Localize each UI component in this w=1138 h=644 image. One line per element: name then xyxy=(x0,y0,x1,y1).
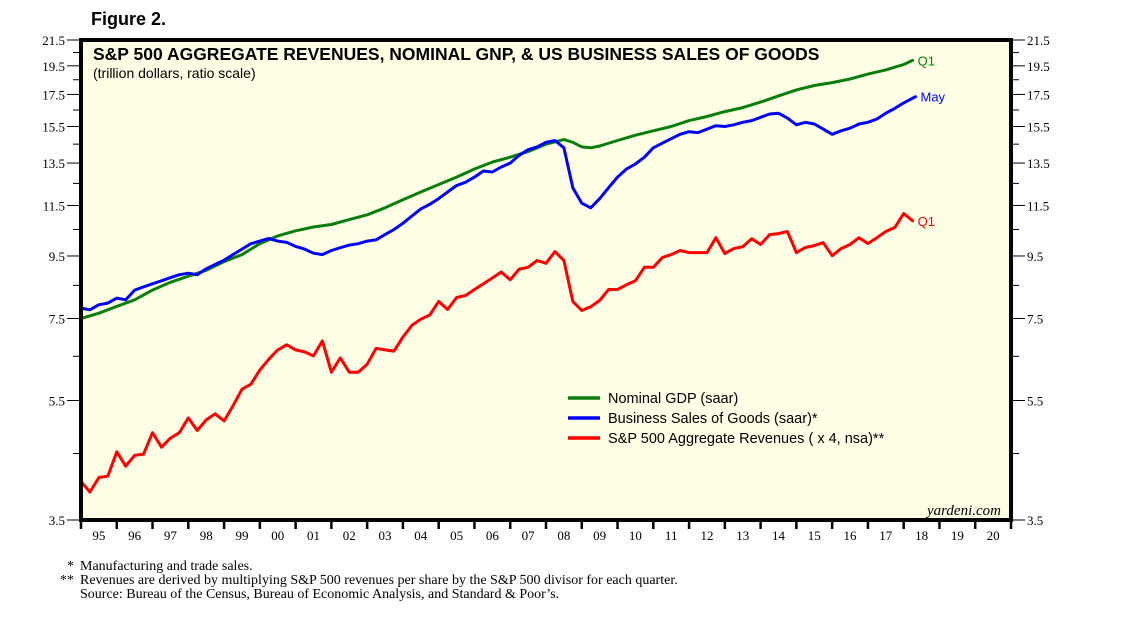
footnotes: * Manufacturing and trade sales. ** Revenu… xyxy=(52,560,678,602)
end-labels: Q1 May Q1 xyxy=(918,53,946,228)
y-tick-label: 17.5 xyxy=(1027,87,1050,102)
y-tick-label: 19.5 xyxy=(42,59,65,74)
x-tick-label: 05 xyxy=(450,528,463,543)
y-tick-label: 13.5 xyxy=(1027,156,1050,171)
legend-label: Business Sales of Goods (saar)* xyxy=(608,411,818,427)
series-end-label: Q1 xyxy=(918,53,935,68)
y-tick-label: 17.5 xyxy=(42,87,65,102)
footnote: * Manufacturing and trade sales. xyxy=(52,560,678,574)
x-tick-label: 98 xyxy=(200,528,213,543)
footnote: ** Revenues are derived by multiplying S&… xyxy=(52,574,678,588)
y-axis-left: 3.5 5.5 7.5 9.5 11.5 13.5 15.5 17.5 19.5 21.5 xyxy=(42,33,81,528)
series-line-1 xyxy=(79,95,917,312)
x-tick-label: 99 xyxy=(235,528,248,543)
x-tick-label: 14 xyxy=(772,528,786,543)
x-tick-label: 01 xyxy=(307,528,320,543)
x-tick-label: 15 xyxy=(808,528,821,543)
y-tick-label: 15.5 xyxy=(1027,120,1050,135)
plot-area xyxy=(81,40,1011,520)
y-tick-label: 11.5 xyxy=(1027,198,1049,213)
legend-label: Nominal GDP (saar) xyxy=(608,391,738,407)
x-tick-label: 10 xyxy=(629,528,642,543)
footnote-text: Source: Bureau of the Census, Bureau of … xyxy=(80,587,560,602)
x-tick-label: 09 xyxy=(593,528,606,543)
chart-title: S&P 500 AGGREGATE REVENUES, NOMINAL GNP,… xyxy=(93,44,819,64)
x-tick-label: 08 xyxy=(557,528,570,543)
x-tick-label: 02 xyxy=(343,528,356,543)
watermark: yardeni.com xyxy=(925,503,1001,519)
y-tick-label: 19.5 xyxy=(1027,59,1050,74)
y-axis-right: 3.5 5.5 7.5 9.5 11.5 13.5 15.5 17.5 19.5 21.5 xyxy=(1011,33,1050,528)
x-tick-label: 96 xyxy=(128,528,142,543)
x-tick-label: 03 xyxy=(379,528,392,543)
x-tick-label: 11 xyxy=(665,528,678,543)
y-tick-label: 13.5 xyxy=(42,156,65,171)
y-tick-label: 7.5 xyxy=(1027,311,1043,326)
chart-subtitle: (trillion dollars, ratio scale) xyxy=(93,65,256,81)
y-tick-label: 5.5 xyxy=(49,393,65,408)
x-tick-label: 18 xyxy=(915,528,928,543)
series-end-label: May xyxy=(920,90,945,105)
y-tick-label: 15.5 xyxy=(42,120,65,135)
y-tick-label: 21.5 xyxy=(42,33,65,48)
y-tick-label: 11.5 xyxy=(43,198,65,213)
chart: 3.5 5.5 7.5 9.5 11.5 13.5 15.5 17.5 19.5 21.5 3.5… xyxy=(42,33,1050,543)
y-tick-label: 3.5 xyxy=(1027,513,1043,528)
footnote-mark: ** xyxy=(60,573,74,588)
x-tick-label: 16 xyxy=(844,528,858,543)
figure-label: Figure 2. xyxy=(91,9,167,29)
series-line-2 xyxy=(79,212,915,494)
x-tick-label: 00 xyxy=(271,528,284,543)
x-tick-label: 19 xyxy=(951,528,964,543)
footnote-text: Manufacturing and trade sales. xyxy=(80,559,253,574)
x-tick-label: 95 xyxy=(92,528,105,543)
y-tick-label: 7.5 xyxy=(49,311,65,326)
y-tick-label: 9.5 xyxy=(1027,249,1043,264)
x-tick-label: 12 xyxy=(700,528,713,543)
legend: Nominal GDP (saar) Business Sales of Good… xyxy=(568,391,885,447)
x-tick-label: 04 xyxy=(414,528,428,543)
x-tick-label: 20 xyxy=(987,528,1000,543)
series-lines xyxy=(79,58,917,494)
plot-frame xyxy=(79,38,1013,522)
footnote-mark xyxy=(52,588,80,602)
y-tick-label: 5.5 xyxy=(1027,393,1043,408)
series-end-label: Q1 xyxy=(918,214,935,229)
x-tick-label: 06 xyxy=(486,528,500,543)
x-tick-label: 07 xyxy=(522,528,536,543)
y-tick-label: 21.5 xyxy=(1027,33,1050,48)
x-tick-label: 17 xyxy=(879,528,893,543)
legend-label: S&P 500 Aggregate Revenues ( x 4, nsa)** xyxy=(608,431,885,447)
x-tick-label: 97 xyxy=(164,528,178,543)
footnote-mark: * xyxy=(67,559,74,574)
y-tick-label: 9.5 xyxy=(49,249,65,264)
x-tick-label: 13 xyxy=(736,528,749,543)
y-tick-label: 3.5 xyxy=(49,513,65,528)
footnote: Source: Bureau of the Census, Bureau of … xyxy=(52,588,678,602)
x-axis: 95 96 97 98 99 00 01 02 03 04 05 06 07 08 09 10 11 12 13 14… xyxy=(79,520,1013,543)
footnote-text: Revenues are derived by multiplying S&P … xyxy=(80,573,678,588)
